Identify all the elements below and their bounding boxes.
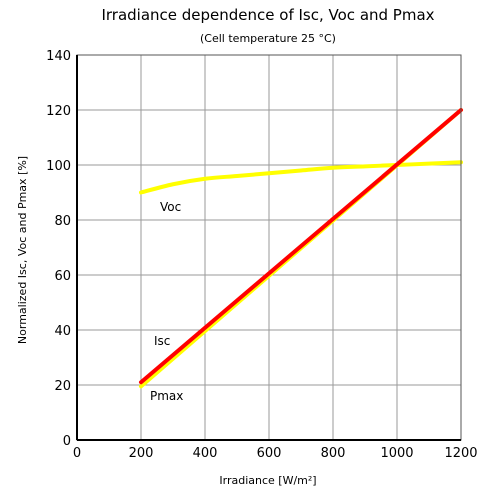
series-label-pmax: Pmax: [150, 389, 183, 403]
y-tick-label: 140: [46, 49, 71, 64]
series-lines: [139, 108, 463, 389]
grid: [76, 54, 462, 441]
series-labels: Voc Pmax Isc: [150, 200, 183, 403]
tick-labels: 0 200 400 600 800 1000 1200 0 20 40 60 80 100 120 140: [46, 49, 477, 461]
series-line-voc: [139, 160, 463, 195]
x-tick-label: 0: [73, 446, 81, 461]
series-line-isc: [139, 108, 463, 385]
x-axis-label: Irradiance [W/m²]: [219, 474, 316, 487]
x-tick-label: 1200: [444, 446, 477, 461]
x-tick-label: 1000: [380, 446, 413, 461]
series-label-isc: Isc: [154, 334, 170, 348]
chart-subtitle: (Cell temperature 25 °C): [200, 32, 336, 45]
x-tick-label: 800: [321, 446, 346, 461]
x-tick-label: 600: [257, 446, 282, 461]
y-tick-label: 120: [46, 104, 71, 119]
series-label-voc: Voc: [160, 200, 181, 214]
chart-title: Irradiance dependence of Isc, Voc and Pm…: [101, 6, 434, 24]
y-tick-label: 20: [54, 379, 71, 394]
x-tick-label: 400: [193, 446, 218, 461]
y-tick-label: 100: [46, 159, 71, 174]
x-tick-label: 200: [129, 446, 154, 461]
y-tick-label: 0: [63, 434, 71, 449]
y-tick-label: 60: [54, 269, 71, 284]
plot-frame: [76, 54, 462, 441]
y-axis-label: Normalized Isc, Voc and Pmax [%]: [16, 156, 29, 344]
y-tick-label: 80: [54, 214, 71, 229]
y-tick-label: 40: [54, 324, 71, 339]
